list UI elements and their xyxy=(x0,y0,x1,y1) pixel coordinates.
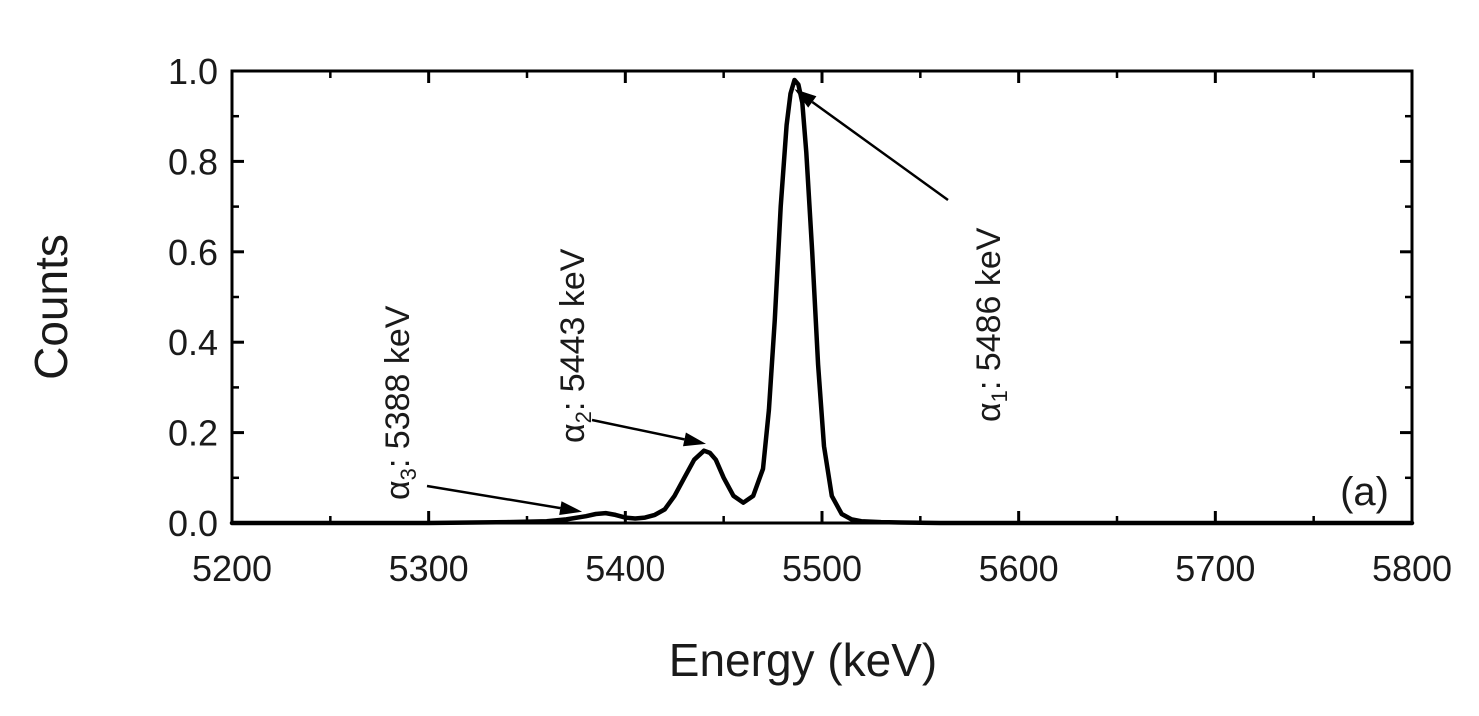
alpha2-symbol: α xyxy=(554,423,592,443)
alpha1-symbol: α xyxy=(970,402,1008,422)
x-tick-label: 5300 xyxy=(389,548,469,589)
x-tick-label: 5800 xyxy=(1372,548,1452,589)
x-axis-title: Energy (keV) xyxy=(669,634,937,686)
y-tick-label: 0.0 xyxy=(168,503,218,544)
alpha2-arrowhead xyxy=(683,432,706,447)
y-tick-label: 0.6 xyxy=(168,232,218,273)
alpha2-label: α2: 5443 keV xyxy=(554,248,596,443)
y-tick-label: 0.4 xyxy=(168,322,218,363)
spectrum-line xyxy=(229,77,1415,526)
panel-label: (a) xyxy=(1340,470,1389,514)
alpha3-subscript: 3 xyxy=(396,468,421,480)
y-tick-label: 0.2 xyxy=(168,413,218,454)
alpha3-symbol: α xyxy=(379,480,417,500)
alpha3-label: α3: 5388 keV xyxy=(379,305,421,500)
alpha1-arrowhead xyxy=(794,89,817,108)
alpha2-arrow xyxy=(591,418,685,441)
alpha1-arrow xyxy=(811,100,949,202)
x-tick-label: 5600 xyxy=(979,548,1059,589)
y-axis-ticks xyxy=(232,69,1412,525)
alpha1-subscript: 1 xyxy=(987,390,1012,402)
y-axis-title: Counts xyxy=(25,234,77,380)
alpha3-energy: : 5388 keV xyxy=(379,305,417,468)
alpha1-label: α1: 5486 keV xyxy=(970,227,1012,422)
y-tick-label: 1.0 xyxy=(168,51,218,92)
alpha2-energy: : 5443 keV xyxy=(554,248,592,411)
alpha3-arrowhead xyxy=(559,501,583,515)
y-axis-tick-labels: 0.0 0.2 0.4 0.6 0.8 1.0 xyxy=(168,51,218,544)
alpha1-energy: : 5486 keV xyxy=(970,227,1008,390)
x-axis-ticks xyxy=(230,71,1414,523)
x-tick-label: 5500 xyxy=(782,548,862,589)
y-tick-label: 0.8 xyxy=(168,141,218,182)
alpha3-arrow xyxy=(426,484,561,510)
alpha2-subscript: 2 xyxy=(571,411,596,423)
x-tick-label: 5700 xyxy=(1175,548,1255,589)
x-tick-label: 5200 xyxy=(192,548,272,589)
x-axis-tick-labels: 5200 5300 5400 5500 5600 5700 5800 xyxy=(192,548,1452,589)
x-tick-label: 5400 xyxy=(585,548,665,589)
